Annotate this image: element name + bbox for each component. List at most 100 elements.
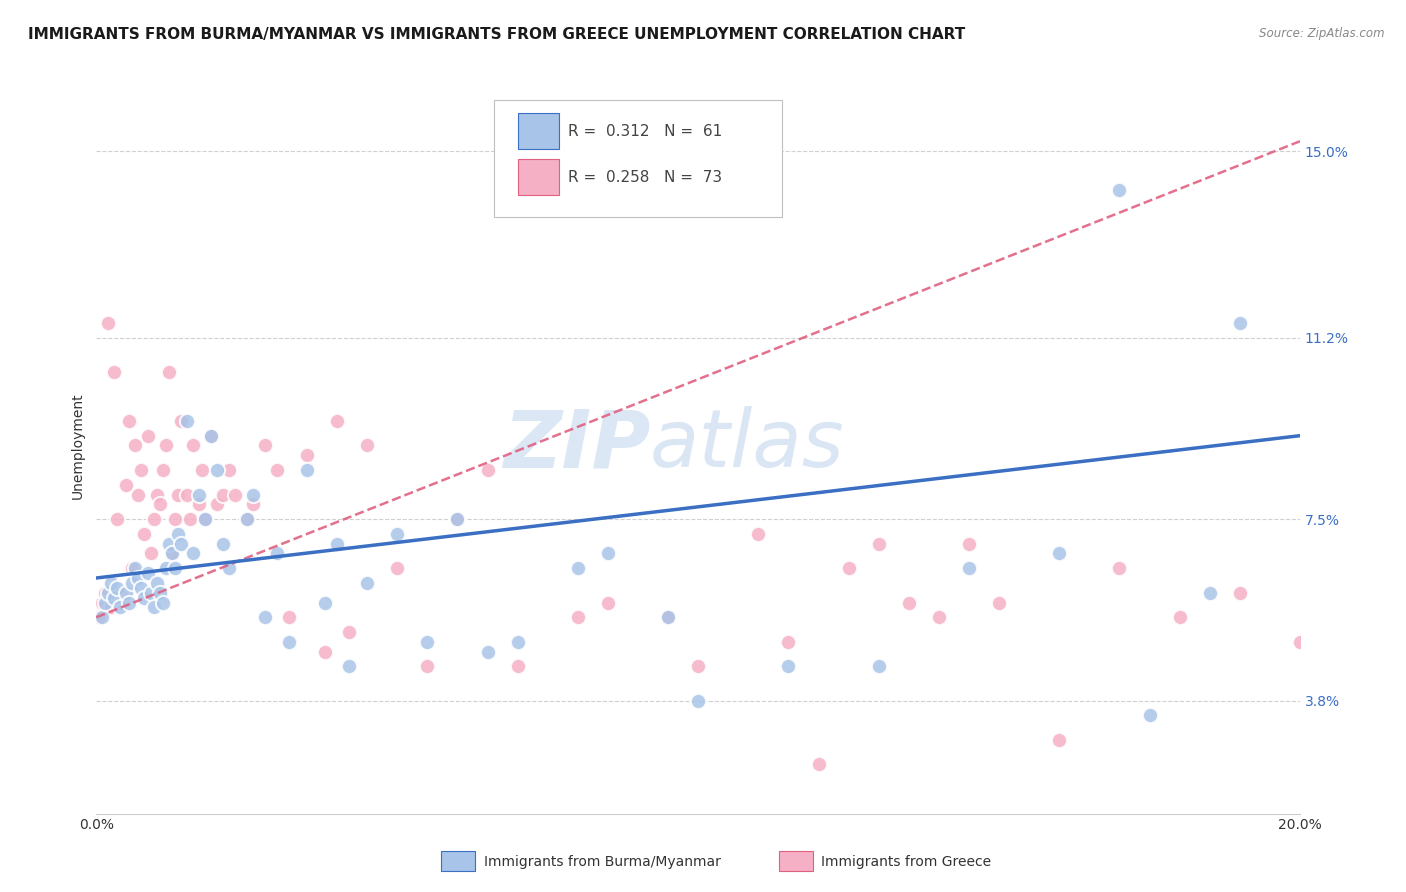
Point [134,591,156,605]
Point [868,659,890,673]
Point [266,463,288,477]
Point [657,610,679,624]
Point [928,610,950,624]
Point [477,644,499,658]
Point [152,463,174,477]
Point [166,487,188,501]
Point [1348,561,1371,575]
Point [181,546,204,560]
Point [868,536,890,550]
Point [807,757,830,772]
Point [326,536,349,550]
Point [163,512,186,526]
Point [387,561,409,575]
Point [567,561,589,575]
Point [416,634,439,648]
Point [314,644,336,658]
Text: atlas: atlas [650,407,845,484]
Point [124,561,146,575]
Point [107,581,129,595]
Text: IMMIGRANTS FROM BURMA/MYANMAR VS IMMIGRANTS FROM GREECE UNEMPLOYMENT CORRELATION: IMMIGRANTS FROM BURMA/MYANMAR VS IMMIGRA… [28,27,966,42]
Point [145,487,167,501]
Point [97,316,120,330]
Point [211,487,233,501]
Point [179,512,201,526]
Point [200,428,222,442]
Point [124,438,146,452]
Point [194,512,217,526]
Point [107,512,129,526]
Text: Source: ZipAtlas.com: Source: ZipAtlas.com [1260,27,1385,40]
Point [506,634,529,648]
Point [187,497,209,511]
Text: ZIP: ZIP [502,407,650,484]
Point [567,610,589,624]
Point [169,414,191,428]
Point [326,414,349,428]
Point [778,659,800,673]
Point [205,497,228,511]
Point [295,448,318,462]
Point [337,624,360,639]
Point [446,512,468,526]
Point [1047,733,1070,747]
Text: R =  0.258   N =  73: R = 0.258 N = 73 [568,170,723,185]
Point [118,414,141,428]
Point [169,536,191,550]
Point [157,365,180,379]
Point [176,414,198,428]
Point [688,659,710,673]
Y-axis label: Unemployment: Unemployment [72,392,86,499]
Point [152,595,174,609]
Point [506,659,529,673]
Point [155,561,177,575]
Point [142,512,165,526]
Point [596,546,619,560]
Point [957,536,980,550]
Point [112,595,135,609]
Point [118,595,141,609]
Point [242,487,264,501]
Point [157,536,180,550]
Point [115,585,138,599]
Text: R =  0.312   N =  61: R = 0.312 N = 61 [568,124,723,138]
Point [218,561,240,575]
Point [89,610,111,624]
Point [139,546,162,560]
Point [100,600,122,615]
Point [187,487,209,501]
Point [957,561,980,575]
Point [253,610,276,624]
Point [295,463,318,477]
Point [1108,561,1130,575]
Point [91,610,114,624]
Point [127,571,149,585]
FancyBboxPatch shape [494,100,782,218]
Point [356,575,378,590]
FancyBboxPatch shape [517,112,558,149]
Point [356,438,378,452]
Point [136,428,159,442]
Point [127,487,149,501]
Point [446,512,468,526]
Point [148,497,170,511]
Point [190,463,212,477]
Point [477,463,499,477]
Point [236,512,259,526]
Point [337,659,360,673]
Point [1047,546,1070,560]
Point [1198,585,1220,599]
Point [242,497,264,511]
Point [596,595,619,609]
Point [110,585,132,599]
Point [236,512,259,526]
Point [218,463,240,477]
Point [1289,634,1312,648]
Point [200,428,222,442]
Point [103,365,125,379]
Point [103,591,125,605]
Point [988,595,1011,609]
Point [778,634,800,648]
Point [224,487,246,501]
Point [160,546,183,560]
